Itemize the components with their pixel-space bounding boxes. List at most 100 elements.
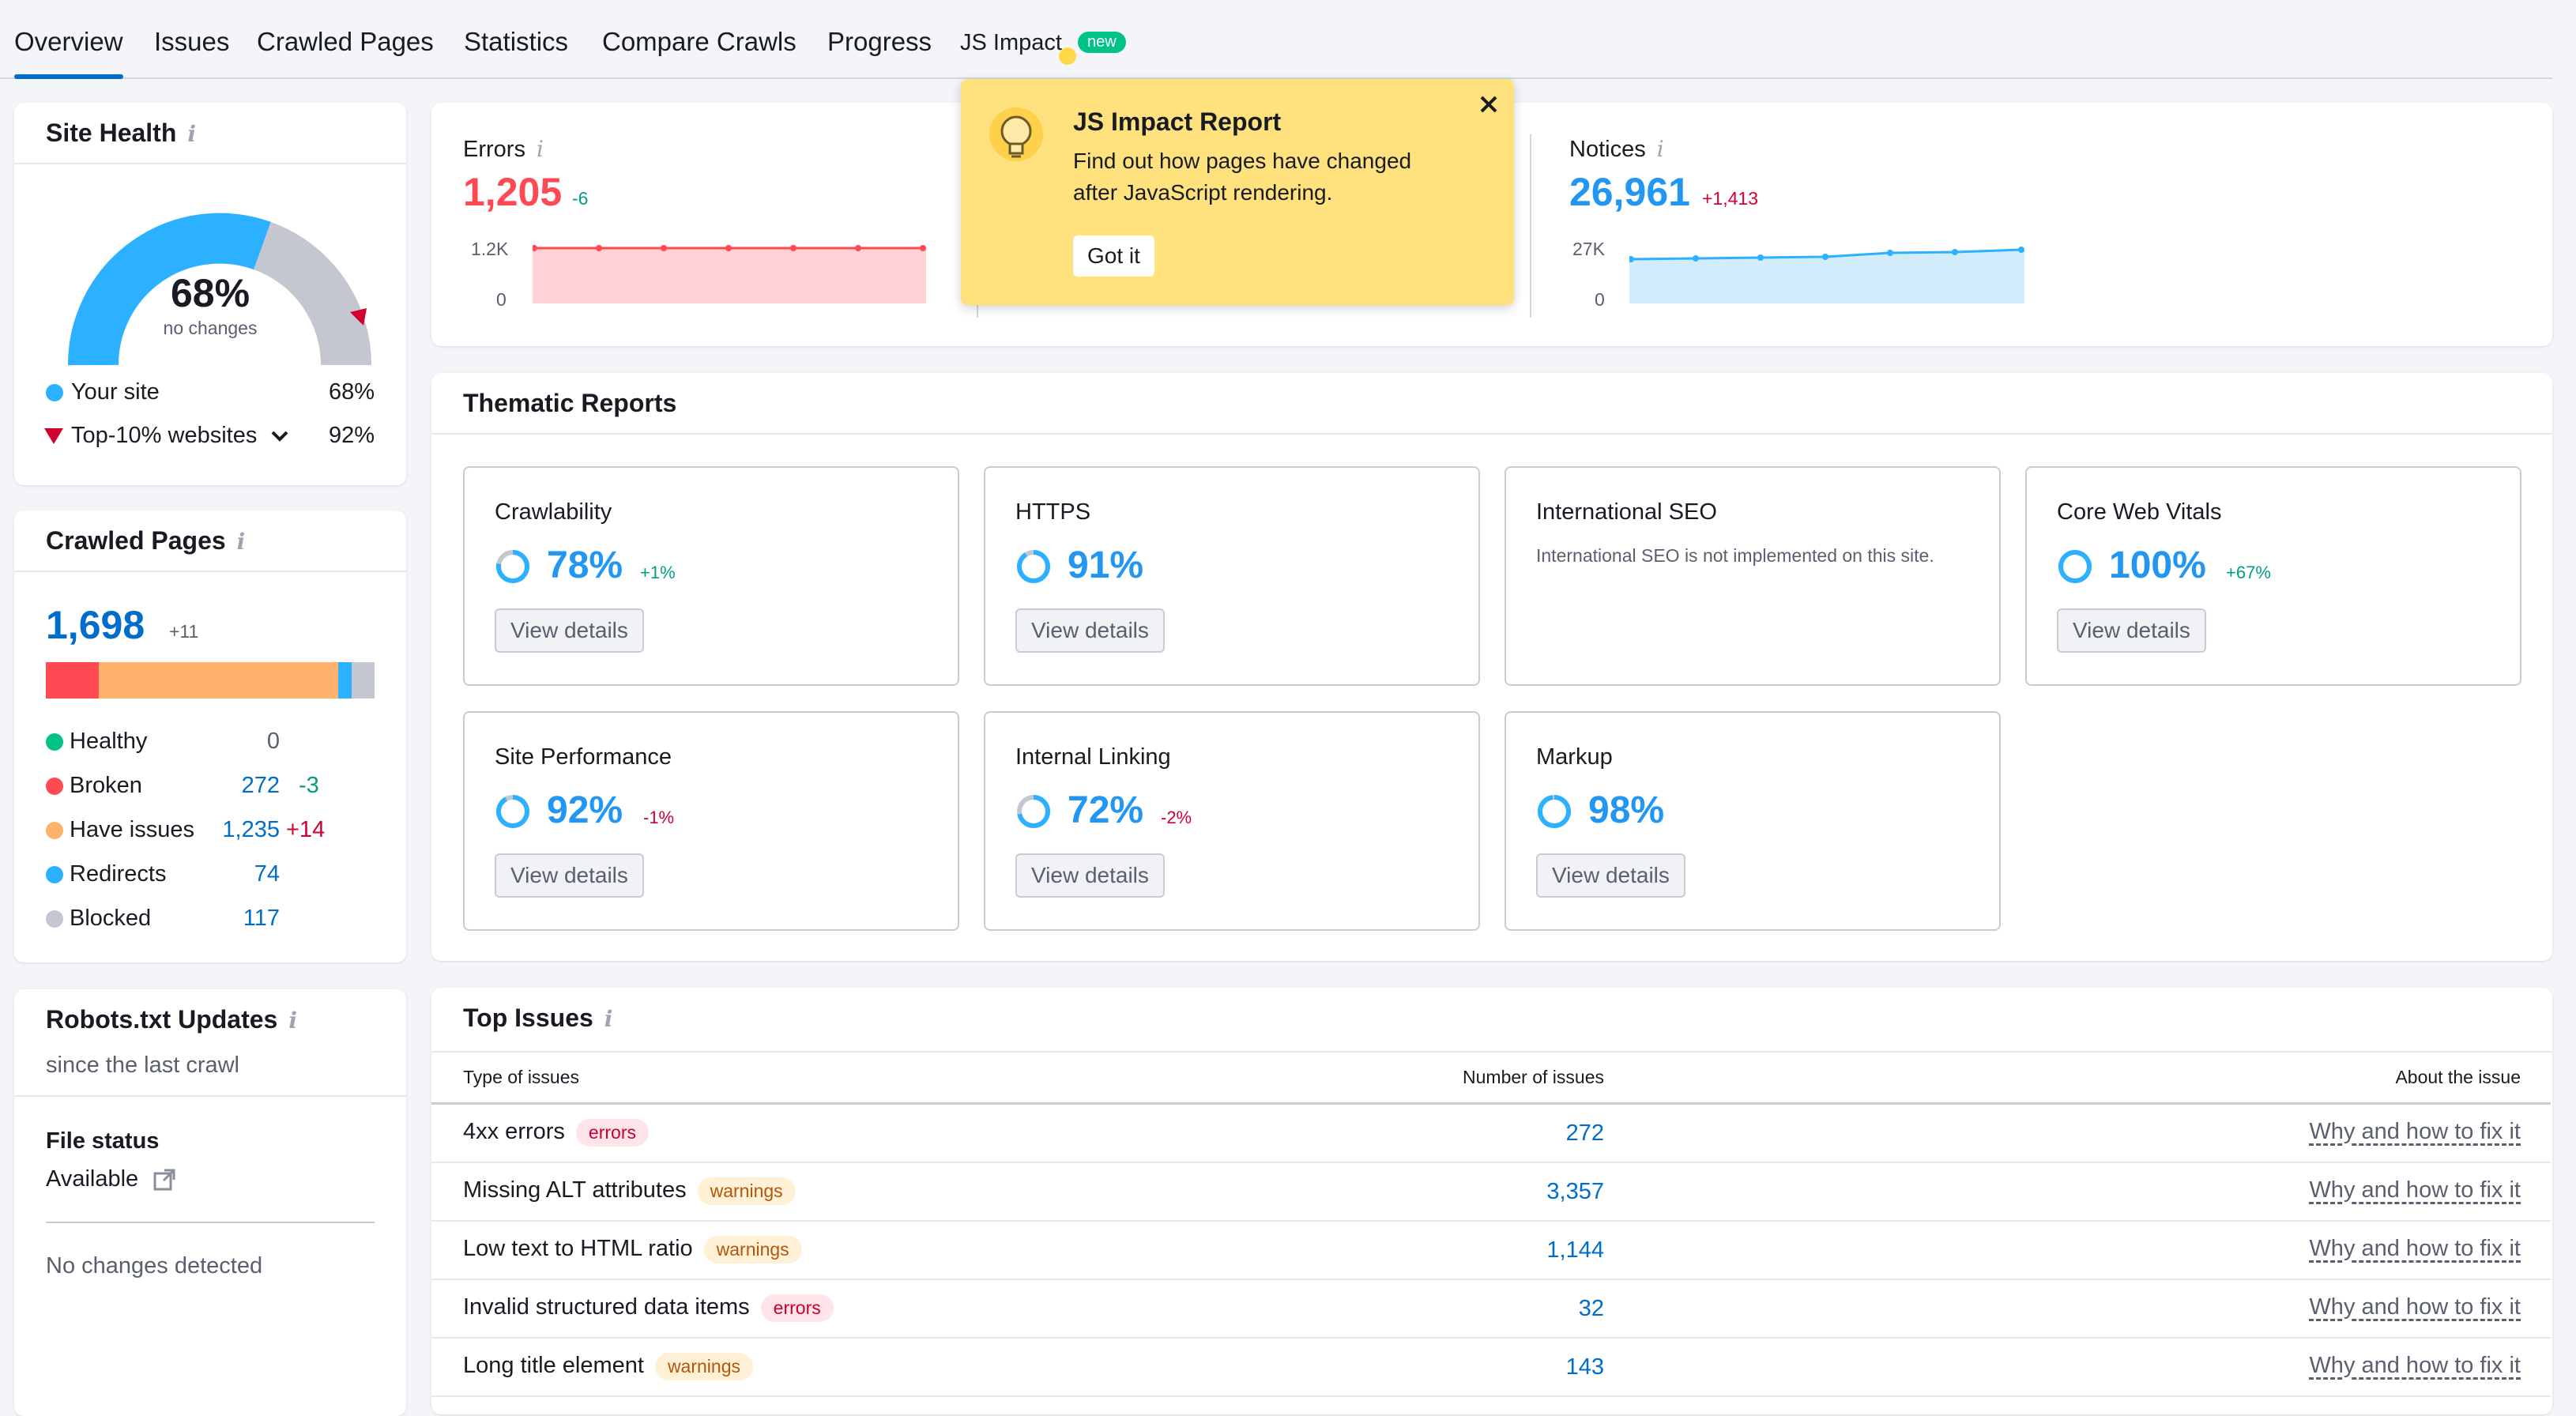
robots-subtitle: since the last crawl <box>46 1053 239 1078</box>
bar-segment-broken[interactable] <box>46 662 99 699</box>
report-card-internal-linking[interactable]: Internal Linking 72% -2% View details <box>984 711 1480 931</box>
close-icon[interactable] <box>1478 93 1500 115</box>
top10-dropdown[interactable]: Top-10% websites <box>71 423 290 449</box>
report-card-core-web-vitals[interactable]: Core Web Vitals 100% +67% View details <box>2025 466 2521 686</box>
your-site-label: Your site <box>71 379 160 405</box>
site-health-percent: 68% <box>170 271 250 315</box>
issue-name[interactable]: Low text to HTML ratio <box>463 1236 693 1262</box>
your-site-dot <box>46 384 63 401</box>
info-icon[interactable]: i <box>288 1007 297 1034</box>
col-count-header: Number of issues <box>1463 1067 1604 1087</box>
report-card-markup[interactable]: Markup 98% View details <box>1505 711 2001 931</box>
fix-link[interactable]: Why and how to fix it <box>2309 1177 2521 1203</box>
issue-count[interactable]: 3,357 <box>1546 1179 1604 1204</box>
issue-count[interactable]: 143 <box>1565 1354 1604 1380</box>
healthy-dot <box>46 733 63 751</box>
have-issues-value[interactable]: 1,235 <box>222 817 280 842</box>
healthy-label: Healthy <box>70 729 148 754</box>
file-status-link[interactable]: Available <box>46 1166 176 1192</box>
info-icon[interactable]: i <box>1656 136 1664 162</box>
redirects-value[interactable]: 74 <box>254 861 280 887</box>
report-card-international-seo[interactable]: International SEO International SEO is n… <box>1505 466 2001 686</box>
view-details-button[interactable]: View details <box>1015 853 1165 898</box>
robots-title: Robots.txt Updates <box>46 1005 278 1034</box>
notices-y-zero: 0 <box>1595 289 1605 310</box>
have-issues-label: Have issues <box>70 817 194 842</box>
report-delta: -2% <box>1161 808 1192 827</box>
issue-name[interactable]: Missing ALT attributes <box>463 1177 687 1203</box>
view-details-button[interactable]: View details <box>495 853 644 898</box>
tab-js-impact[interactable]: JS Impact <box>960 30 1062 55</box>
issue-name[interactable]: Long title element <box>463 1353 644 1379</box>
fix-link[interactable]: Why and how to fix it <box>2309 1236 2521 1261</box>
info-icon[interactable]: i <box>604 1006 613 1032</box>
view-details-button[interactable]: View details <box>495 608 644 653</box>
errors-y-zero: 0 <box>496 289 507 310</box>
have-issues-delta: +14 <box>286 817 326 842</box>
top-issues-card: Top Issues i Type of issues Number of iss… <box>431 988 2552 1414</box>
blocked-dot <box>46 910 63 928</box>
bar-segment-blocked[interactable] <box>351 662 375 699</box>
report-percent: 72% <box>1068 789 1144 831</box>
crawled-total[interactable]: 1,698 <box>46 603 145 647</box>
issue-name[interactable]: 4xx errors <box>463 1119 565 1145</box>
progress-ring-icon <box>496 550 529 583</box>
tab-crawled-pages[interactable]: Crawled Pages <box>257 27 434 56</box>
broken-value[interactable]: 272 <box>241 773 280 798</box>
chevron-down-icon <box>271 431 288 442</box>
progress-ring-icon <box>496 795 529 828</box>
robots-no-changes: No changes detected <box>46 1253 263 1279</box>
report-card-site-performance[interactable]: Site Performance 92% -1% View details <box>463 711 959 931</box>
issue-name[interactable]: Invalid structured data items <box>463 1294 750 1320</box>
report-percent: 78% <box>547 544 623 586</box>
report-card-https[interactable]: HTTPS 91% View details <box>984 466 1480 686</box>
tab-overview[interactable]: Overview <box>14 27 123 79</box>
thematic-title: Thematic Reports <box>463 389 677 417</box>
bar-segment-redirects[interactable] <box>338 662 352 699</box>
crawled-pages-title[interactable]: Crawled Pages <box>46 526 226 555</box>
notices-delta: +1,413 <box>1702 188 1758 209</box>
tab-issues[interactable]: Issues <box>154 27 230 56</box>
errors-value[interactable]: 1,205 <box>463 170 563 214</box>
new-badge: new <box>1078 32 1126 53</box>
tab-progress[interactable]: Progress <box>827 27 932 56</box>
fix-link[interactable]: Why and how to fix it <box>2309 1119 2521 1144</box>
popup-title: JS Impact Report <box>1073 107 1282 136</box>
info-icon[interactable]: i <box>236 529 246 555</box>
site-health-card: Site Health i 68% no changes Your site 68… <box>14 103 406 485</box>
popup-text-1: Find out how pages have changed <box>1073 149 1412 173</box>
report-percent: 92% <box>547 789 623 831</box>
broken-dot <box>46 778 63 795</box>
broken-delta: -3 <box>299 773 319 798</box>
fix-link[interactable]: Why and how to fix it <box>2309 1353 2521 1378</box>
fix-link[interactable]: Why and how to fix it <box>2309 1294 2521 1320</box>
tab-compare-crawls[interactable]: Compare Crawls <box>602 27 797 56</box>
site-health-note: no changes <box>163 318 258 338</box>
info-icon[interactable]: i <box>187 121 197 147</box>
crawled-delta: +11 <box>169 621 199 642</box>
got-it-button[interactable]: Got it <box>1073 235 1154 277</box>
report-card-crawlability[interactable]: Crawlability 78% +1% View details <box>463 466 959 686</box>
view-details-button[interactable]: View details <box>1015 608 1165 653</box>
info-icon[interactable]: i <box>536 136 544 162</box>
view-details-button[interactable]: View details <box>1536 853 1685 898</box>
file-status-value: Available <box>46 1166 139 1192</box>
report-name: Site Performance <box>495 744 672 770</box>
view-details-button[interactable]: View details <box>2057 608 2206 653</box>
issue-count[interactable]: 32 <box>1578 1296 1604 1321</box>
issue-count[interactable]: 1,144 <box>1546 1237 1604 1263</box>
thematic-card: Thematic Reports Crawlability 78% +1% Vi… <box>431 373 2552 961</box>
notices-label: Notices <box>1569 137 1646 162</box>
top10-value: 92% <box>328 423 375 448</box>
issue-count[interactable]: 272 <box>1565 1120 1604 1146</box>
report-percent: 98% <box>1588 789 1665 831</box>
js-impact-popup: JS Impact Report Find out how pages have… <box>961 79 1514 305</box>
have-issues-dot <box>46 822 63 839</box>
notices-value[interactable]: 26,961 <box>1569 170 1690 214</box>
tab-statistics[interactable]: Statistics <box>464 27 569 56</box>
report-percent: 100% <box>2109 544 2206 586</box>
bar-segment-have-issues[interactable] <box>98 662 339 699</box>
report-name: HTTPS <box>1015 499 1091 525</box>
progress-ring-icon <box>1017 795 1050 828</box>
blocked-value[interactable]: 117 <box>243 906 280 931</box>
